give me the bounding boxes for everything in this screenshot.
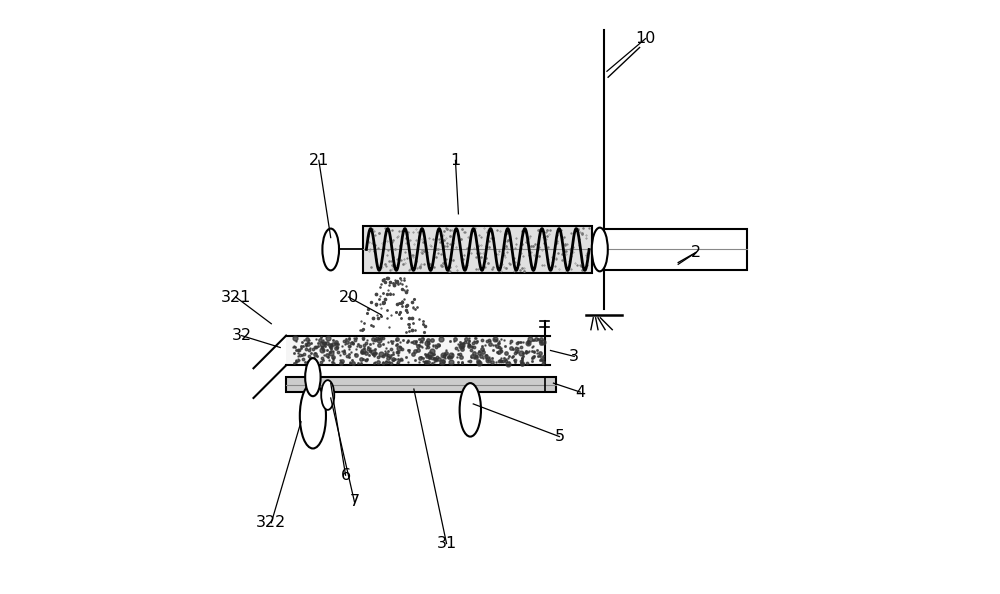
- Text: 31: 31: [436, 536, 457, 551]
- Bar: [604, 229, 747, 270]
- Ellipse shape: [300, 383, 326, 448]
- Ellipse shape: [460, 383, 481, 437]
- Text: 5: 5: [554, 429, 564, 444]
- Bar: [286, 336, 550, 365]
- Text: 6: 6: [340, 467, 351, 483]
- Text: 20: 20: [338, 289, 359, 305]
- Text: 7: 7: [349, 494, 360, 510]
- Ellipse shape: [322, 229, 339, 270]
- Text: 3: 3: [569, 349, 579, 364]
- Bar: [286, 377, 556, 392]
- Text: 21: 21: [309, 153, 329, 168]
- Text: 322: 322: [256, 515, 286, 530]
- Text: 1: 1: [450, 153, 461, 168]
- Bar: [363, 226, 592, 273]
- Text: 10: 10: [635, 31, 656, 46]
- Ellipse shape: [305, 358, 321, 396]
- Text: 321: 321: [220, 289, 251, 305]
- Text: 32: 32: [232, 328, 252, 343]
- Ellipse shape: [321, 380, 334, 410]
- Text: 2: 2: [691, 245, 701, 260]
- Text: 4: 4: [575, 384, 585, 400]
- Ellipse shape: [592, 228, 608, 271]
